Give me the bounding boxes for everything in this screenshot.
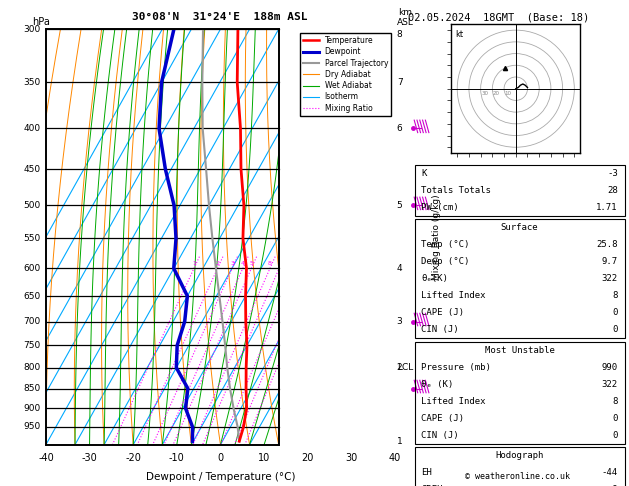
Text: EH: EH bbox=[421, 469, 432, 477]
Text: 900: 900 bbox=[23, 404, 41, 413]
Bar bbox=[415, 164, 625, 216]
Text: 7: 7 bbox=[397, 78, 403, 87]
Text: 400: 400 bbox=[23, 124, 41, 133]
Text: 8: 8 bbox=[397, 30, 403, 39]
Text: Most Unstable: Most Unstable bbox=[485, 346, 555, 355]
Text: CAPE (J): CAPE (J) bbox=[421, 308, 464, 317]
Bar bbox=[415, 447, 625, 486]
Text: 10: 10 bbox=[258, 453, 270, 463]
Text: Pressure (mb): Pressure (mb) bbox=[421, 363, 491, 372]
Text: 750: 750 bbox=[23, 341, 41, 350]
Text: -30: -30 bbox=[82, 453, 97, 463]
Text: 28: 28 bbox=[607, 186, 618, 194]
Text: PW (cm): PW (cm) bbox=[421, 203, 459, 212]
Text: -3: -3 bbox=[607, 169, 618, 177]
Text: 02.05.2024  18GMT  (Base: 18): 02.05.2024 18GMT (Base: 18) bbox=[408, 12, 589, 22]
Text: Dewp (°C): Dewp (°C) bbox=[421, 257, 470, 266]
Text: 550: 550 bbox=[23, 234, 41, 243]
Text: 1.71: 1.71 bbox=[596, 203, 618, 212]
Text: 8: 8 bbox=[613, 291, 618, 300]
Text: 8: 8 bbox=[268, 261, 272, 266]
Text: CIN (J): CIN (J) bbox=[421, 431, 459, 440]
Text: 3: 3 bbox=[397, 317, 403, 326]
Text: 0: 0 bbox=[613, 431, 618, 440]
Text: hPa: hPa bbox=[32, 17, 50, 27]
Text: Mixing Ratio (g/kg): Mixing Ratio (g/kg) bbox=[432, 194, 442, 280]
Text: θₑ (K): θₑ (K) bbox=[421, 380, 454, 389]
Text: 450: 450 bbox=[23, 165, 41, 174]
Text: CAPE (J): CAPE (J) bbox=[421, 414, 464, 423]
Text: © weatheronline.co.uk: © weatheronline.co.uk bbox=[465, 472, 570, 481]
Text: 8: 8 bbox=[613, 397, 618, 406]
Text: 0: 0 bbox=[218, 453, 223, 463]
Text: 850: 850 bbox=[23, 384, 41, 393]
Text: 30°08'N  31°24'E  188m ASL: 30°08'N 31°24'E 188m ASL bbox=[132, 12, 308, 22]
Text: Lifted Index: Lifted Index bbox=[421, 291, 486, 300]
Text: 4: 4 bbox=[397, 264, 403, 273]
Text: 3: 3 bbox=[230, 261, 234, 266]
Text: 0: 0 bbox=[613, 414, 618, 423]
Text: 30: 30 bbox=[345, 453, 357, 463]
Text: 600: 600 bbox=[23, 264, 41, 273]
Text: km
ASL: km ASL bbox=[397, 8, 414, 27]
Text: 950: 950 bbox=[23, 422, 41, 432]
Text: 800: 800 bbox=[23, 363, 41, 372]
Text: Lifted Index: Lifted Index bbox=[421, 397, 486, 406]
Text: Temp (°C): Temp (°C) bbox=[421, 240, 470, 249]
Text: 322: 322 bbox=[602, 380, 618, 389]
Text: 1: 1 bbox=[397, 437, 403, 446]
Text: 5: 5 bbox=[250, 261, 253, 266]
Text: Hodograph: Hodograph bbox=[496, 451, 544, 460]
Bar bbox=[415, 342, 625, 444]
Text: 990: 990 bbox=[602, 363, 618, 372]
Text: θₑ(K): θₑ(K) bbox=[421, 274, 448, 283]
Text: -40: -40 bbox=[38, 453, 54, 463]
Text: 20: 20 bbox=[301, 453, 314, 463]
Text: 300: 300 bbox=[23, 25, 41, 34]
Text: 650: 650 bbox=[23, 292, 41, 300]
Text: 10: 10 bbox=[504, 91, 511, 96]
Text: 4: 4 bbox=[241, 261, 245, 266]
Text: 700: 700 bbox=[23, 317, 41, 326]
Text: 30: 30 bbox=[481, 91, 488, 96]
Text: 2: 2 bbox=[397, 363, 403, 372]
Text: 322: 322 bbox=[602, 274, 618, 283]
Text: Totals Totals: Totals Totals bbox=[421, 186, 491, 194]
Bar bbox=[415, 219, 625, 338]
Text: 350: 350 bbox=[23, 78, 41, 87]
Text: -44: -44 bbox=[602, 469, 618, 477]
Text: 1: 1 bbox=[192, 261, 196, 266]
Text: CIN (J): CIN (J) bbox=[421, 325, 459, 334]
Text: Surface: Surface bbox=[501, 223, 538, 232]
Text: 20: 20 bbox=[493, 91, 500, 96]
Text: LCL: LCL bbox=[397, 363, 413, 372]
Text: -20: -20 bbox=[125, 453, 141, 463]
Text: 6: 6 bbox=[397, 124, 403, 133]
Text: 0: 0 bbox=[613, 308, 618, 317]
Text: 0: 0 bbox=[613, 325, 618, 334]
Text: 25.8: 25.8 bbox=[596, 240, 618, 249]
Text: 40: 40 bbox=[389, 453, 401, 463]
Text: 2: 2 bbox=[216, 261, 220, 266]
Text: K: K bbox=[421, 169, 426, 177]
Legend: Temperature, Dewpoint, Parcel Trajectory, Dry Adiabat, Wet Adiabat, Isotherm, Mi: Temperature, Dewpoint, Parcel Trajectory… bbox=[300, 33, 391, 116]
Text: 500: 500 bbox=[23, 201, 41, 210]
Text: Dewpoint / Temperature (°C): Dewpoint / Temperature (°C) bbox=[146, 472, 295, 482]
Text: 5: 5 bbox=[397, 201, 403, 210]
Text: kt: kt bbox=[455, 30, 463, 39]
Text: -10: -10 bbox=[169, 453, 185, 463]
Text: 9.7: 9.7 bbox=[602, 257, 618, 266]
